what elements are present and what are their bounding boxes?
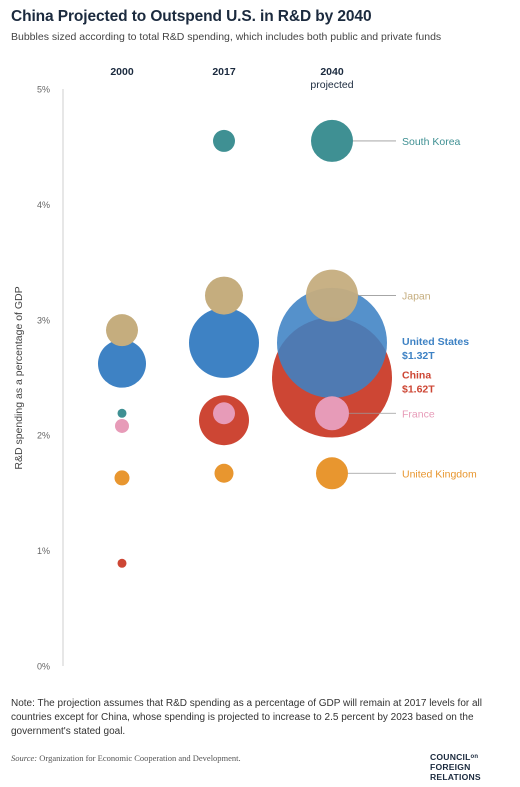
bubble-china-2000	[117, 558, 127, 568]
source-line: Source: Organization for Economic Cooper…	[11, 753, 241, 763]
y-tick-label: 1%	[37, 546, 50, 556]
source-label: Source:	[11, 753, 38, 763]
column-header-2040: 2040	[320, 66, 344, 78]
series-label-united-kingdom: United Kingdom	[402, 468, 477, 480]
y-tick-label: 3%	[37, 315, 50, 325]
bubble-france-2040	[315, 396, 349, 431]
logo-line-3: RELATIONS	[430, 772, 481, 782]
y-tick-label: 4%	[37, 200, 50, 210]
series-label-south-korea: South Korea	[402, 136, 461, 148]
y-axis-title: R&D spending as a percentage of GDP	[13, 286, 25, 469]
series-label-china: China	[402, 370, 431, 382]
series-label-united-states: United States	[402, 336, 469, 348]
logo-line-1: COUNCIL	[430, 752, 471, 762]
bubble-chart: 0% 1% 2% 3% 4% 5% R&D spending as a percentage…	[13, 66, 477, 672]
bubble-south-korea-2040	[311, 119, 353, 162]
bubble-south-korea-2017	[213, 129, 235, 152]
chart-title: China Projected to Outspend U.S. in R&D …	[11, 8, 372, 25]
column-header-2000: 2000	[110, 66, 134, 78]
series-value-china: $1.62T	[402, 384, 435, 396]
bubble-france-2000	[115, 418, 129, 433]
cfr-logo: COUNCILon FOREIGN RELATIONS	[430, 752, 514, 782]
chart-subtitle: Bubbles sized according to total R&D spe…	[11, 31, 442, 43]
bubble-united-states-2017	[189, 307, 259, 378]
logo-on: on	[470, 754, 479, 760]
column-sublabel-2040: projected	[310, 79, 353, 91]
logo-line-2: FOREIGN	[430, 762, 471, 772]
bubble-united-kingdom-2017	[214, 463, 234, 483]
series-label-france: France	[402, 408, 435, 420]
bubble-france-2017	[213, 402, 235, 425]
bubble-japan-2040	[306, 269, 358, 322]
bubble-japan-2017	[205, 276, 243, 315]
bubble-united-states-2000	[98, 339, 146, 388]
source-text: Organization for Economic Cooperation an…	[39, 753, 241, 763]
y-tick-label: 0%	[37, 662, 50, 672]
bubble-united-kingdom-2040	[316, 457, 348, 490]
y-tick-label: 5%	[37, 85, 50, 95]
series-value-united-states: $1.32T	[402, 350, 435, 362]
bubble-united-kingdom-2000	[114, 470, 130, 486]
chart-note: Note: The projection assumes that R&D sp…	[11, 698, 482, 737]
y-tick-label: 2%	[37, 431, 50, 441]
bubble-japan-2000	[106, 314, 138, 347]
column-header-2017: 2017	[212, 66, 236, 78]
bubble-united-states-2040	[277, 287, 387, 398]
series-label-japan: Japan	[402, 291, 431, 303]
bubble-south-korea-2000	[117, 408, 127, 418]
